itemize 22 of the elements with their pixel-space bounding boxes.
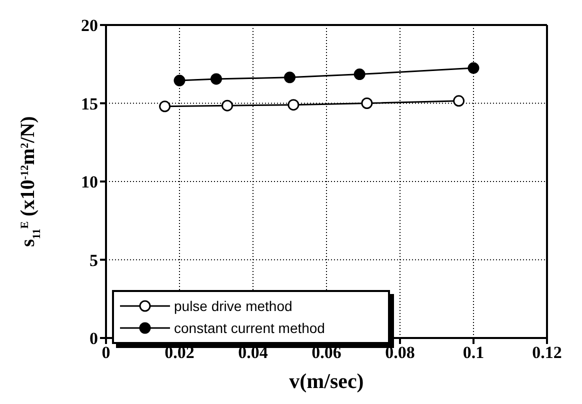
- y-tick-label: 20: [81, 16, 98, 36]
- point: [284, 72, 296, 84]
- x-axis-title: v(m/sec): [289, 369, 364, 393]
- y-tick-label: 10: [81, 172, 98, 192]
- point: [453, 95, 465, 107]
- x-tick-label: 0: [102, 343, 110, 362]
- point: [361, 98, 373, 109]
- point: [222, 100, 234, 112]
- y-tick-label: 15: [81, 94, 98, 114]
- y-tick-label: 0: [90, 329, 98, 348]
- x-tick-label: 0.1: [462, 343, 484, 362]
- point: [288, 99, 300, 111]
- point: [354, 68, 366, 80]
- point: [159, 100, 171, 112]
- x-tick-label: 0.08: [385, 343, 415, 362]
- point: [468, 62, 480, 74]
- x-tick-label: 0.12: [532, 343, 562, 362]
- point: [174, 74, 186, 86]
- y-tick-label: 5: [90, 250, 98, 270]
- point: [210, 73, 222, 85]
- legend-label: pulse drive method: [174, 298, 292, 314]
- legend-label: constant current method: [174, 320, 325, 336]
